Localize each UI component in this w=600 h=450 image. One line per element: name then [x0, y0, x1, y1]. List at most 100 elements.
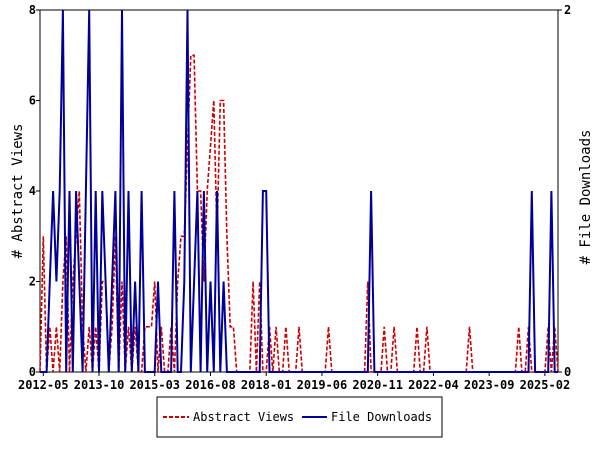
data-point-abstract-views-50 — [203, 281, 204, 282]
data-point-file-downloads-133 — [475, 371, 476, 372]
data-point-file-downloads-151 — [535, 371, 536, 372]
data-point-abstract-views-65 — [253, 281, 254, 282]
series-file-downloads — [40, 9, 558, 373]
data-point-file-downloads-50 — [203, 190, 204, 191]
data-point-abstract-views-35 — [154, 281, 155, 282]
data-point-abstract-views-57 — [226, 236, 227, 237]
data-point-abstract-views-52 — [210, 145, 211, 146]
data-point-abstract-views-56 — [223, 100, 224, 101]
data-point-abstract-views-37 — [161, 326, 162, 327]
data-point-file-downloads-62 — [243, 371, 244, 372]
y-axis-right: 02 — [558, 3, 571, 379]
data-point-file-downloads-149 — [528, 371, 529, 372]
data-point-file-downloads-16 — [92, 371, 93, 372]
data-point-file-downloads-142 — [505, 371, 506, 372]
data-point-file-downloads-43 — [180, 371, 181, 372]
data-point-abstract-views-146 — [518, 326, 519, 327]
data-point-file-downloads-79 — [298, 371, 299, 372]
data-point-file-downloads-144 — [511, 371, 512, 372]
data-point-file-downloads-87 — [325, 371, 326, 372]
data-point-file-downloads-125 — [449, 371, 450, 372]
data-point-file-downloads-99 — [364, 371, 365, 372]
data-point-file-downloads-108 — [394, 371, 395, 372]
data-point-file-downloads-107 — [390, 371, 391, 372]
data-point-abstract-views-46 — [190, 55, 191, 56]
data-point-file-downloads-155 — [548, 371, 549, 372]
data-point-abstract-views-25 — [121, 281, 122, 282]
data-point-abstract-views-34 — [151, 326, 152, 327]
data-point-file-downloads-141 — [502, 371, 503, 372]
data-point-abstract-views-6 — [59, 371, 60, 372]
data-point-abstract-views-31 — [141, 371, 142, 372]
data-point-file-downloads-22 — [112, 281, 113, 282]
data-point-file-downloads-36 — [157, 281, 158, 282]
data-point-file-downloads-46 — [190, 371, 191, 372]
data-point-abstract-views-101 — [371, 371, 372, 372]
data-point-file-downloads-91 — [338, 371, 339, 372]
data-point-file-downloads-5 — [56, 281, 57, 282]
data-point-abstract-views-47 — [194, 55, 195, 56]
data-point-abstract-views-67 — [259, 281, 260, 282]
data-point-file-downloads-111 — [403, 371, 404, 372]
y-left-tick-label: 4 — [29, 184, 36, 198]
data-point-abstract-views-131 — [469, 326, 470, 327]
data-point-file-downloads-85 — [318, 371, 319, 372]
data-point-file-downloads-64 — [249, 371, 250, 372]
data-point-file-downloads-49 — [200, 371, 201, 372]
data-point-file-downloads-56 — [223, 281, 224, 282]
data-point-abstract-views-58 — [230, 326, 231, 327]
series-line-file-downloads — [40, 9, 558, 373]
data-point-file-downloads-13 — [82, 371, 83, 372]
data-point-file-downloads-90 — [335, 371, 336, 372]
data-point-file-downloads-19 — [102, 190, 103, 191]
data-point-file-downloads-57 — [226, 371, 227, 372]
data-point-file-downloads-12 — [79, 281, 80, 282]
data-point-abstract-views-115 — [416, 326, 417, 327]
data-point-abstract-views-15 — [89, 326, 90, 327]
data-point-file-downloads-112 — [407, 371, 408, 372]
data-point-file-downloads-127 — [456, 371, 457, 372]
data-point-file-downloads-32 — [144, 371, 145, 372]
data-point-abstract-views-100 — [367, 281, 368, 282]
data-point-file-downloads-76 — [289, 371, 290, 372]
data-point-file-downloads-131 — [469, 371, 470, 372]
data-point-file-downloads-63 — [246, 371, 247, 372]
x-tick-label: 2016-08 — [185, 378, 236, 392]
data-point-file-downloads-152 — [538, 371, 539, 372]
data-point-file-downloads-89 — [331, 371, 332, 372]
data-point-file-downloads-29 — [135, 281, 136, 282]
data-point-abstract-views-51 — [207, 190, 208, 191]
data-point-abstract-views-22 — [112, 326, 113, 327]
data-point-file-downloads-61 — [239, 371, 240, 372]
data-point-file-downloads-78 — [295, 371, 296, 372]
data-point-file-downloads-2 — [46, 371, 47, 372]
x-tick-label: 2023-09 — [464, 378, 515, 392]
data-point-file-downloads-66 — [256, 371, 257, 372]
data-point-file-downloads-70 — [269, 371, 270, 372]
data-point-file-downloads-47 — [194, 281, 195, 282]
data-point-file-downloads-40 — [171, 371, 172, 372]
data-point-file-downloads-21 — [108, 371, 109, 372]
data-point-file-downloads-126 — [453, 371, 454, 372]
legend-label-abstract-views: Abstract Views — [193, 410, 294, 424]
data-point-file-downloads-88 — [328, 371, 329, 372]
data-point-file-downloads-102 — [374, 371, 375, 372]
data-point-file-downloads-71 — [272, 371, 273, 372]
data-point-abstract-views-68 — [262, 371, 263, 372]
data-point-file-downloads-42 — [177, 371, 178, 372]
data-point-file-downloads-77 — [292, 371, 293, 372]
data-point-abstract-views-53 — [213, 100, 214, 101]
data-point-abstract-views-72 — [276, 326, 277, 327]
data-point-file-downloads-17 — [95, 190, 96, 191]
data-point-file-downloads-20 — [105, 281, 106, 282]
data-point-file-downloads-119 — [430, 371, 431, 372]
data-point-file-downloads-110 — [400, 371, 401, 372]
data-point-file-downloads-54 — [216, 190, 217, 191]
data-point-file-downloads-82 — [308, 371, 309, 372]
data-point-file-downloads-11 — [76, 190, 77, 191]
data-point-file-downloads-83 — [312, 371, 313, 372]
x-tick-label: 2012-05 — [18, 378, 69, 392]
data-point-file-downloads-73 — [279, 371, 280, 372]
data-point-abstract-views-29 — [135, 326, 136, 327]
